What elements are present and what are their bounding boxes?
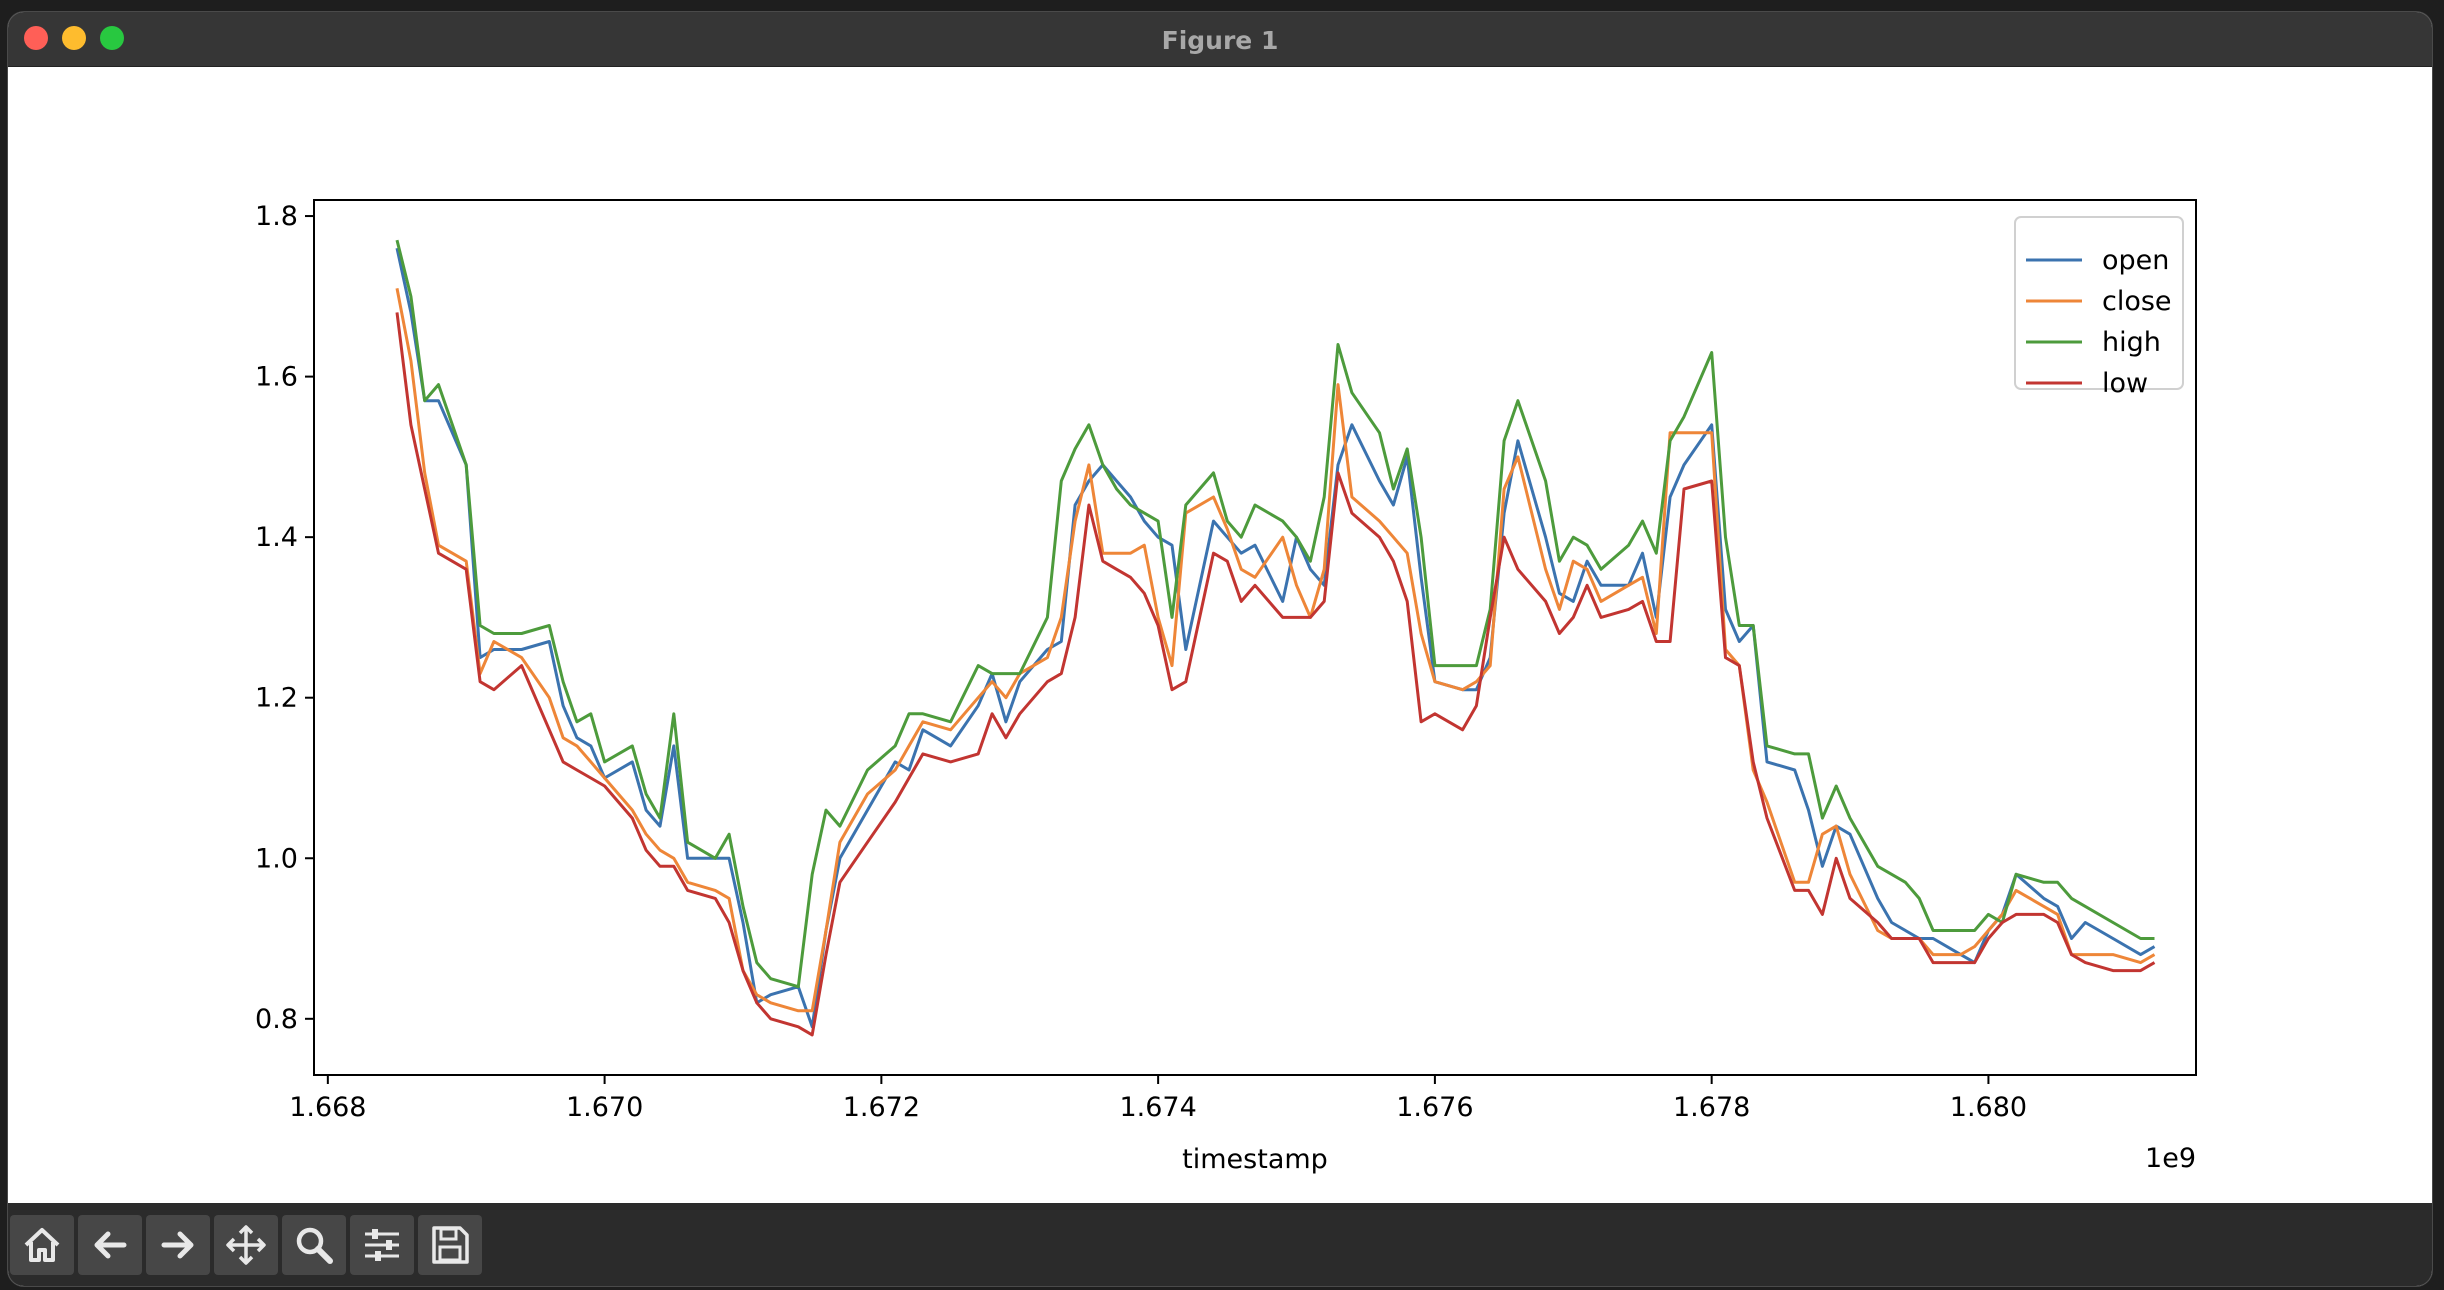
window-maximize-button[interactable] [100, 26, 124, 50]
window-title: Figure 1 [1161, 26, 1279, 55]
x-tick-label: 1.668 [289, 1092, 366, 1123]
pan-button[interactable] [214, 1215, 278, 1275]
line-chart: 1.668 1.670 1.672 1.674 1.676 1.678 1.680 0.8 1… [255, 199, 2197, 1175]
arrow-right-icon [161, 1231, 194, 1259]
x-tick-label: 1.680 [1950, 1092, 2027, 1123]
save-button[interactable] [418, 1215, 482, 1275]
back-button[interactable] [78, 1215, 142, 1275]
legend-label-high: high [2102, 327, 2161, 358]
x-axis-ticks: 1.668 1.670 1.672 1.674 1.676 1.678 1.680 [289, 1075, 2027, 1123]
y-tick-label: 1.8 [255, 201, 298, 232]
forward-button[interactable] [146, 1215, 210, 1275]
home-icon [24, 1228, 60, 1262]
window-close-button[interactable] [24, 26, 48, 50]
move-icon [226, 1225, 266, 1265]
navigation-toolbar [8, 1203, 2432, 1286]
legend-label-low: low [2102, 368, 2148, 399]
x-tick-label: 1.674 [1119, 1092, 1196, 1123]
home-button[interactable] [10, 1215, 74, 1275]
legend-label-open: open [2102, 245, 2169, 276]
window-minimize-button[interactable] [62, 26, 86, 50]
y-tick-label: 0.8 [255, 1004, 298, 1035]
x-axis-label: timestamp [1182, 1144, 1328, 1175]
series-line-high [395, 239, 2155, 989]
sliders-icon [365, 1229, 399, 1261]
series-line-close [395, 288, 2156, 1013]
configure-subplots-button[interactable] [350, 1215, 414, 1275]
figure-window: Figure 1 1.668 1.670 1.672 1.674 1.676 1.678 1… [8, 12, 2432, 1286]
x-tick-label: 1.670 [566, 1092, 643, 1123]
x-offset-label: 1e9 [2145, 1143, 2196, 1174]
legend-label-close: close [2102, 286, 2172, 317]
y-tick-label: 1.2 [255, 683, 298, 714]
x-tick-label: 1.672 [843, 1092, 920, 1123]
zoom-button[interactable] [282, 1215, 346, 1275]
floppy-icon [432, 1226, 469, 1264]
plot-area [313, 199, 2197, 1076]
x-tick-label: 1.678 [1673, 1092, 1750, 1123]
y-tick-label: 1.6 [255, 362, 298, 393]
x-tick-label: 1.676 [1396, 1092, 1473, 1123]
magnifier-icon [296, 1227, 333, 1264]
figure-canvas: 1.668 1.670 1.672 1.674 1.676 1.678 1.680 0.8 1… [8, 67, 2432, 1203]
series-line-open [395, 247, 2156, 1029]
series-lines [395, 239, 2156, 1037]
y-axis-ticks: 0.8 1.0 1.2 1.4 1.6 1.8 [255, 201, 314, 1035]
y-tick-label: 1.4 [255, 522, 298, 553]
y-tick-label: 1.0 [255, 843, 298, 874]
series-line-low [395, 312, 2156, 1037]
legend: open close high low [2014, 216, 2184, 399]
title-bar: Figure 1 [8, 12, 2432, 67]
arrow-left-icon [94, 1231, 127, 1259]
